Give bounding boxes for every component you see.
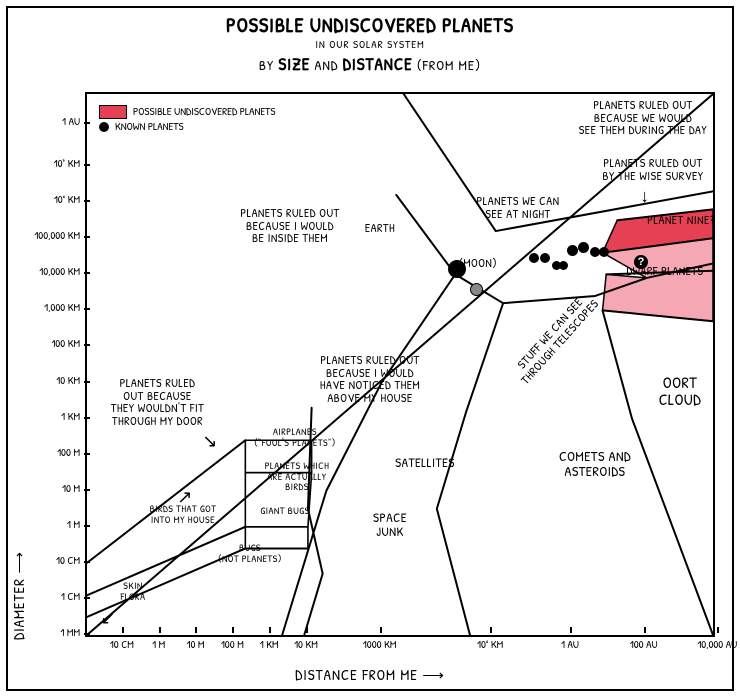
label-birds_arr: ↗ — [170, 488, 200, 507]
label-earth: EARTH — [350, 222, 410, 235]
title-block: POSSIBLE UNDISCOVERED PLANETS IN OUR SOL… — [0, 12, 740, 76]
y-axis-label: DIAMETER ⟶ — [8, 551, 29, 640]
x-tick-label: 100 AU — [630, 638, 658, 652]
title-line3: BY SIZE AND DISTANCE (FROM ME) — [0, 53, 740, 76]
label-birds_house: BIRDS THAT GOT INTO MY HOUSE — [123, 505, 243, 526]
known-planet-3 — [559, 261, 568, 270]
y-tick-label: 1 KM — [61, 410, 80, 424]
label-see_night: PLANETS WE CAN SEE AT NIGHT — [443, 195, 593, 220]
label-skin: SKIN FLORA — [98, 582, 168, 603]
x-tick-label: 10 CM — [110, 638, 134, 652]
label-comets: COMETS AND ASTEROIDS — [515, 450, 675, 479]
y-tick-label: 100 M — [57, 446, 80, 460]
x-axis-label: DISTANCE FROM ME ⟶ — [0, 664, 740, 685]
x-tick-label: 10⁶ KM — [477, 638, 503, 652]
x-tick-label: 100 M — [221, 638, 244, 652]
title-line2: IN OUR SOLAR SYSTEM — [0, 38, 740, 52]
y-tick-label: 10⁶ KM — [54, 193, 80, 207]
label-door_arr: ↘ — [195, 432, 225, 451]
y-tick-label: 1 CM — [61, 590, 80, 604]
title-line1: POSSIBLE UNDISCOVERED PLANETS — [0, 12, 740, 39]
y-tick-label: 1 AU — [62, 115, 80, 129]
y-tick-label: 100,000 KM — [34, 229, 80, 243]
planet-nine-marker: ? — [634, 255, 648, 269]
known-planet-5 — [578, 242, 589, 253]
label-airplanes: AIRPLANES ("FOOL'S PLANETS") — [240, 428, 350, 449]
x-tick-label: 1 AU — [561, 638, 579, 652]
earth-dot — [448, 260, 466, 278]
label-ruled_day: PLANETS RULED OUT BECAUSE WE WOULD SEE T… — [558, 99, 728, 137]
label-wise_arrow: ↓ — [625, 187, 665, 206]
x-tick-label: 10,000 AU — [697, 638, 737, 652]
y-tick-label: 10⁷ KM — [54, 157, 80, 171]
x-tick-label: 1 M — [152, 638, 165, 652]
y-tick-label: 100 KM — [51, 337, 80, 351]
x-tick-label: 1000 KM — [363, 638, 397, 652]
y-tick-label: 1 M — [67, 518, 80, 532]
y-tick-label: 10,000 KM — [39, 265, 80, 279]
label-above_house: PLANETS RULED OUT BECAUSE I WOULD HAVE N… — [280, 354, 460, 404]
label-satellites: SATELLITES — [365, 457, 485, 471]
y-tick-label: 1,000 KM — [44, 301, 80, 315]
y-tick-label: 10 M — [62, 482, 80, 496]
label-door: PLANETS RULED OUT BECAUSE THEY WOULDN'T … — [85, 377, 230, 427]
label-planet9: PLANET NINE? — [636, 214, 726, 227]
label-space_junk: SPACE JUNK — [340, 512, 440, 539]
x-tick-label: 10 KM — [294, 638, 318, 652]
label-skin_arr: ↙ — [93, 609, 123, 628]
y-tick-label: 10 CM — [56, 554, 80, 568]
x-tick-label: 1 KM — [260, 638, 279, 652]
y-tick-label: 1 MM — [60, 626, 80, 640]
label-giantbugs: GIANT BUGS — [240, 507, 330, 518]
x-tick-label: 10 M — [186, 638, 204, 652]
label-bugs: BUGS (NOT PLANETS) — [180, 544, 320, 565]
y-tick-label: 10 KM — [56, 374, 80, 388]
label-dwarf: DWARF PLANETS — [605, 265, 725, 278]
label-oort: OORT CLOUD — [625, 374, 735, 408]
label-wise: PLANETS RULED OUT BY THE WISE SURVEY — [573, 157, 733, 182]
label-birds: PLANETS WHICH ARE ACTUALLY BIRDS — [237, 462, 357, 494]
